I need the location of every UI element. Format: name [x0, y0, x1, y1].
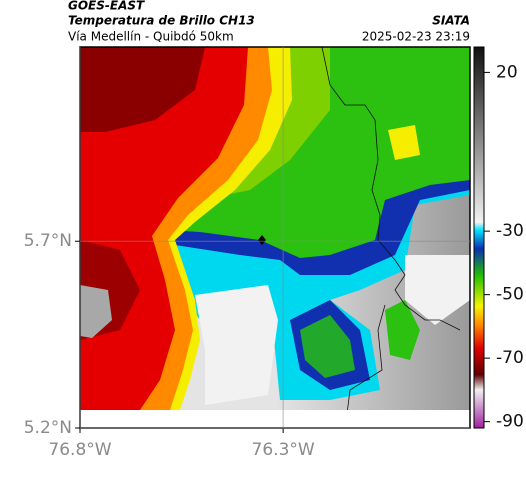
colorbar-tick-label: -90 [496, 412, 524, 432]
source: SIATA [432, 14, 470, 28]
colorbar-tick-label: 20 [496, 62, 518, 82]
x-tick-label: 76.8°W [48, 440, 111, 460]
colorbar [473, 46, 485, 429]
route: Vía Medellín - Quibdó 50km [68, 30, 234, 44]
title: GOES-EAST [68, 0, 145, 13]
timestamp: 2025-02-23 23:19 [362, 30, 470, 44]
y-tick-label: 5.2°N [24, 418, 72, 438]
x-tick-label: 76.3°W [252, 440, 315, 460]
colorbar-tick-label: -50 [496, 285, 524, 305]
imagery [80, 47, 470, 410]
colorbar-tick-label: -30 [496, 221, 524, 241]
colorbar-tick-label: -70 [496, 348, 524, 368]
y-tick-label: 5.7°N [24, 231, 72, 251]
subtitle: Temperatura de Brillo CH13 [68, 14, 255, 28]
